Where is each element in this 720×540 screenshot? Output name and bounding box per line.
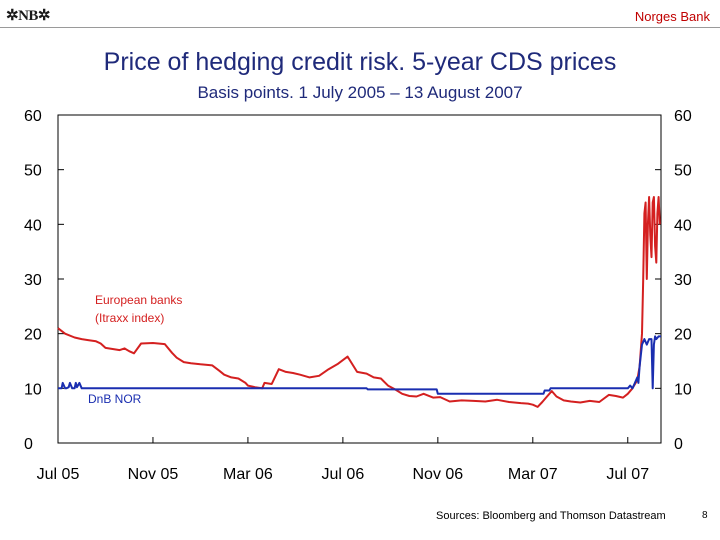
y-tick-label-right: 40 [674, 217, 692, 234]
series-label-european-banks: European banks [95, 293, 182, 307]
bank-name: Norges Bank [634, 9, 710, 24]
y-tick-label-left: 20 [24, 327, 42, 344]
x-tick-label: Mar 06 [223, 466, 273, 483]
y-tick-label-right: 50 [674, 163, 692, 180]
x-tick-label: Nov 06 [412, 466, 463, 483]
x-tick-label: Mar 07 [508, 466, 558, 483]
page-number: 8 [702, 510, 708, 521]
y-tick-label-left: 10 [24, 381, 42, 398]
y-tick-label-left: 60 [24, 108, 42, 125]
x-tick-label: Nov 05 [128, 466, 179, 483]
chart-title: Price of hedging credit risk. 5-year CDS… [103, 48, 617, 76]
norges-bank-logo: ✲NB✲ [6, 8, 50, 24]
series-line-dnb-nor [58, 335, 661, 395]
y-tick-label-right: 10 [674, 381, 692, 398]
x-tick-label: Jul 07 [606, 466, 649, 483]
y-tick-label-left: 30 [24, 272, 42, 289]
y-tick-label-right: 30 [674, 272, 692, 289]
sources-note: Sources: Bloomberg and Thomson Datastrea… [436, 510, 666, 522]
y-tick-label-left: 40 [24, 217, 42, 234]
x-tick-label: Jul 05 [37, 466, 80, 483]
y-tick-label-left: 50 [24, 163, 42, 180]
series-label-dnb-nor: DnB NOR [88, 392, 142, 406]
series-label-european-banks: (Itraxx index) [95, 311, 164, 325]
header-divider [0, 27, 720, 28]
y-tick-label-right: 20 [674, 327, 692, 344]
y-tick-label-right: 0 [674, 436, 683, 453]
x-tick-label: Jul 06 [322, 466, 365, 483]
y-tick-label-right: 60 [674, 108, 692, 125]
y-tick-label-left: 0 [24, 436, 33, 453]
plot-frame [57, 114, 662, 444]
chart-subtitle: Basis points. 1 July 2005 – 13 August 20… [197, 83, 523, 102]
